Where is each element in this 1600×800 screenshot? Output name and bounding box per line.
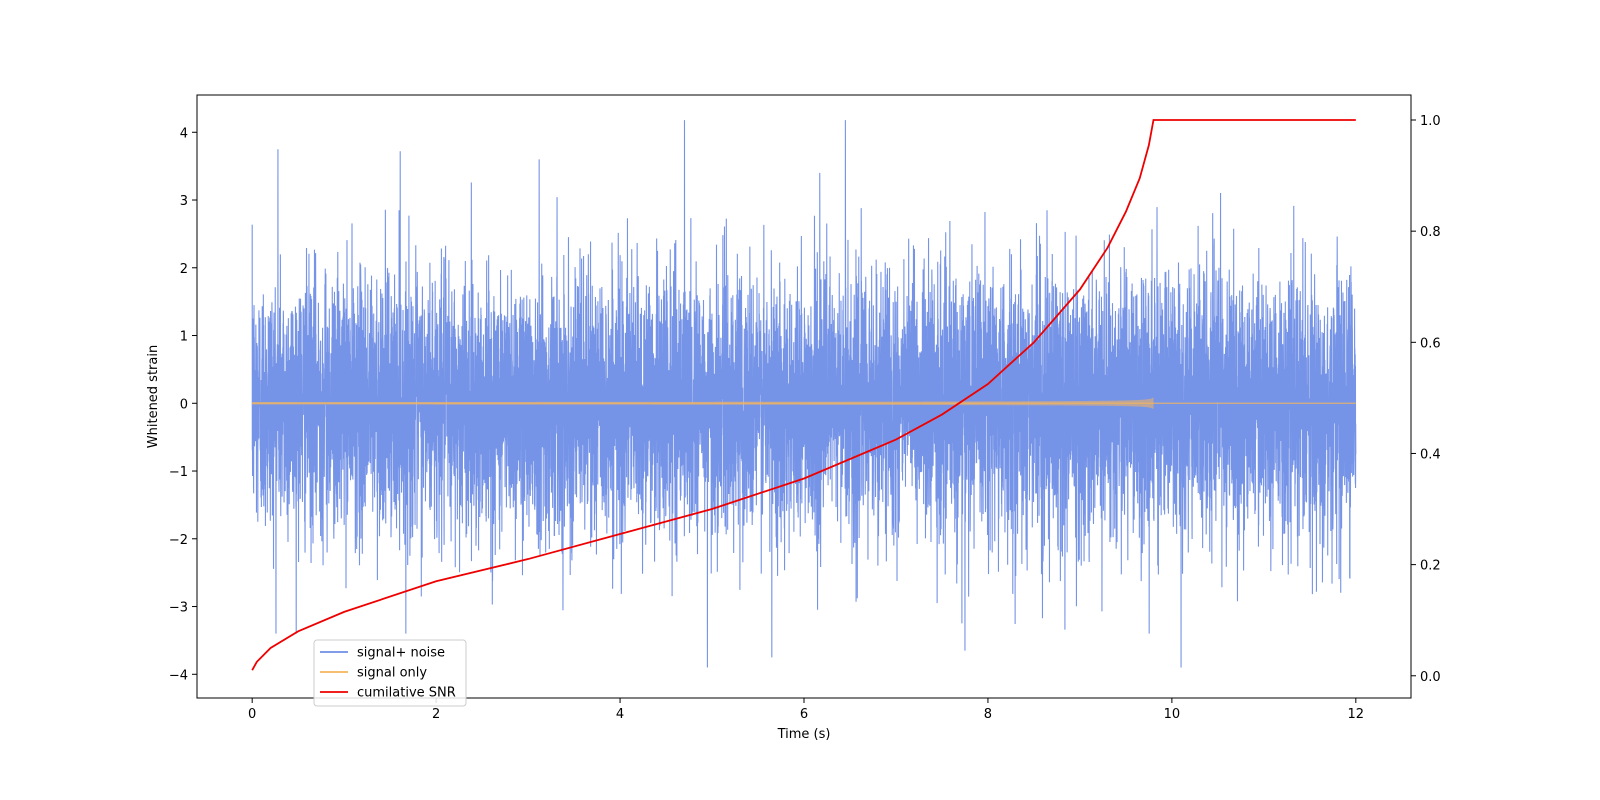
y-right-tick-label: 0.2 — [1420, 559, 1441, 574]
plot-area — [251, 119, 1357, 671]
y-left-tick-label: 0 — [180, 397, 188, 412]
y-left-tick-label: 4 — [180, 126, 188, 141]
x-axis-label: Time (s) — [777, 727, 831, 742]
legend-box — [313, 639, 467, 707]
y-left-tick-label: −1 — [169, 465, 188, 480]
y-left-tick-label: 2 — [180, 262, 188, 277]
x-tick-label: 4 — [616, 707, 624, 722]
series-signal-noise-line — [251, 120, 1357, 668]
x-tick-label: 10 — [1164, 707, 1181, 722]
x-tick-label: 12 — [1348, 707, 1365, 722]
legend-label: signal only — [357, 666, 427, 681]
y-left-tick-label: −3 — [169, 601, 188, 616]
x-tick-label: 6 — [800, 707, 808, 722]
y-axis-label: Whitened strain — [146, 345, 161, 448]
y-left-tick-label: 1 — [180, 330, 188, 345]
legend: signal+ noise signal only cumilative SNR — [313, 639, 467, 707]
y-right-tick-label: 0.8 — [1420, 225, 1441, 240]
y-right-tick-label: 0.6 — [1420, 336, 1441, 351]
x-tick-label: 0 — [248, 707, 256, 722]
y-left-tick-label: 3 — [180, 194, 188, 209]
axes: 0 2 4 6 8 10 12−4−3−2−1012340.00.20.40.60.81.0… — [146, 94, 1441, 742]
x-tick-label: 8 — [984, 707, 992, 722]
legend-label: signal+ noise — [357, 646, 445, 661]
y-left-tick-label: −2 — [169, 533, 188, 548]
x-tick-label: 2 — [432, 707, 440, 722]
legend-label: cumilative SNR — [357, 686, 456, 701]
series-cumulative-snr-line — [251, 119, 1356, 671]
y-right-tick-label: 0.4 — [1420, 447, 1441, 462]
y-right-tick-label: 1.0 — [1420, 114, 1441, 129]
y-left-tick-label: −4 — [169, 668, 188, 683]
y-right-tick-label: 0.0 — [1420, 670, 1441, 685]
